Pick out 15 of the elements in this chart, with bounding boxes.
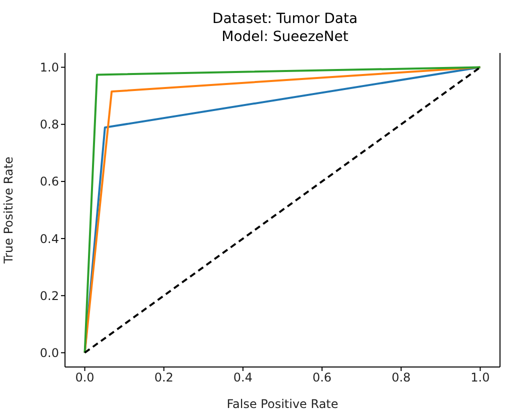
y-tick-label: 0.6 [40, 174, 59, 189]
x-axis-title: False Positive Rate [226, 397, 338, 410]
y-tick-label: 1.0 [40, 60, 59, 75]
x-tick-label: 0.0 [75, 370, 94, 385]
y-tick-label: 0.8 [40, 118, 59, 132]
y-tick-label: 0.4 [40, 232, 59, 246]
y-tick-label: 0.0 [40, 346, 59, 360]
x-tick-label: 1.0 [470, 370, 490, 385]
y-axis-title: True Positive Rate [1, 156, 16, 264]
y-tick-label: 0.2 [40, 288, 59, 303]
x-tick-label: 0.2 [154, 370, 174, 385]
x-tick-label: 0.4 [233, 370, 252, 385]
x-tick-label: 0.6 [312, 370, 332, 385]
x-tick-label: 0.8 [392, 370, 411, 385]
chart-title: Dataset: Tumor Data Model: SueezeNet [211, 10, 359, 46]
